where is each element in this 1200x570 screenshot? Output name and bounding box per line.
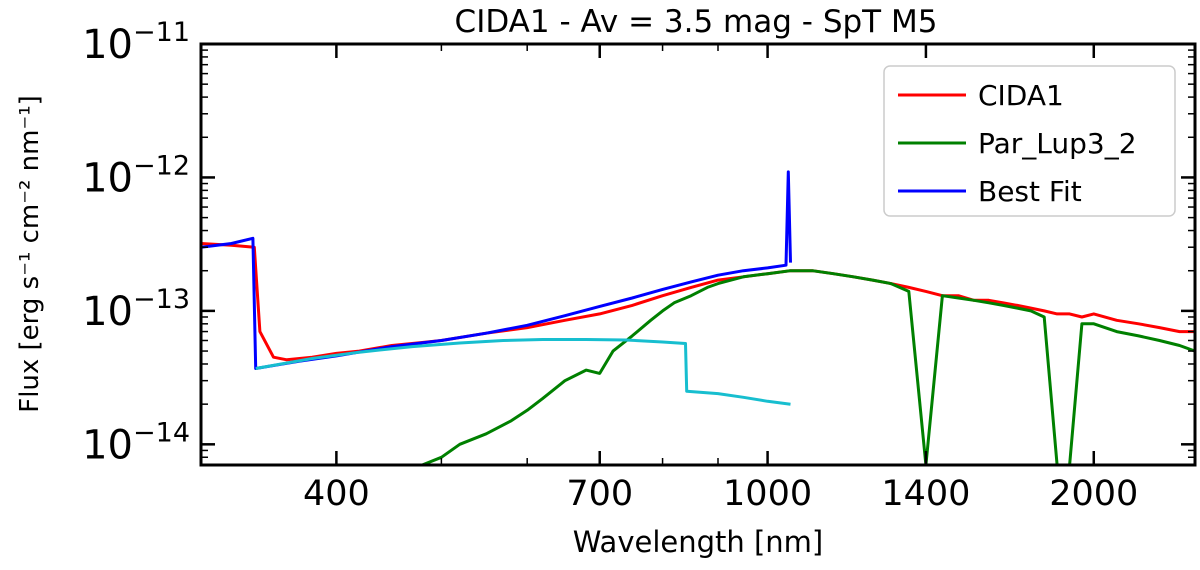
plot-frame [199,42,1197,467]
series-line-best-fit [201,170,792,370]
y-tick-label: 10−12 [82,150,190,201]
y-tick-label: 10−13 [82,284,190,335]
legend-box [883,65,1176,217]
legend: CIDA1 Par_Lup3_2 Best Fit [883,65,1176,217]
y-axis-label: Flux [erg s⁻¹ cm⁻² nm⁻¹] [15,95,45,413]
y-tick-label: 10−11 [82,17,190,68]
x-tick-labels: 400 700 1000 1400 2000 [303,474,1138,514]
legend-label-cida1: CIDA1 [978,79,1064,112]
chart-title: CIDA1 - Av = 3.5 mag - SpT M5 [455,4,938,40]
x-tick-label: 700 [566,474,633,514]
series-line-3 [255,338,791,406]
y-tick-label: 10−14 [82,417,190,468]
series-layer [201,170,1195,465]
series-line-par-lup3-2 [421,269,1195,465]
legend-label-best-fit: Best Fit [978,175,1082,208]
x-axis-label: Wavelength [nm] [573,525,824,559]
x-tick-label: 2000 [1049,474,1138,514]
y-tick-labels: 10−14 10−13 10−12 10−11 [82,17,190,468]
x-tick-label: 1000 [723,474,812,514]
x-tick-label: 1400 [881,474,970,514]
x-tick-label: 400 [303,474,370,514]
legend-label-par-lup3-2: Par_Lup3_2 [978,127,1137,160]
